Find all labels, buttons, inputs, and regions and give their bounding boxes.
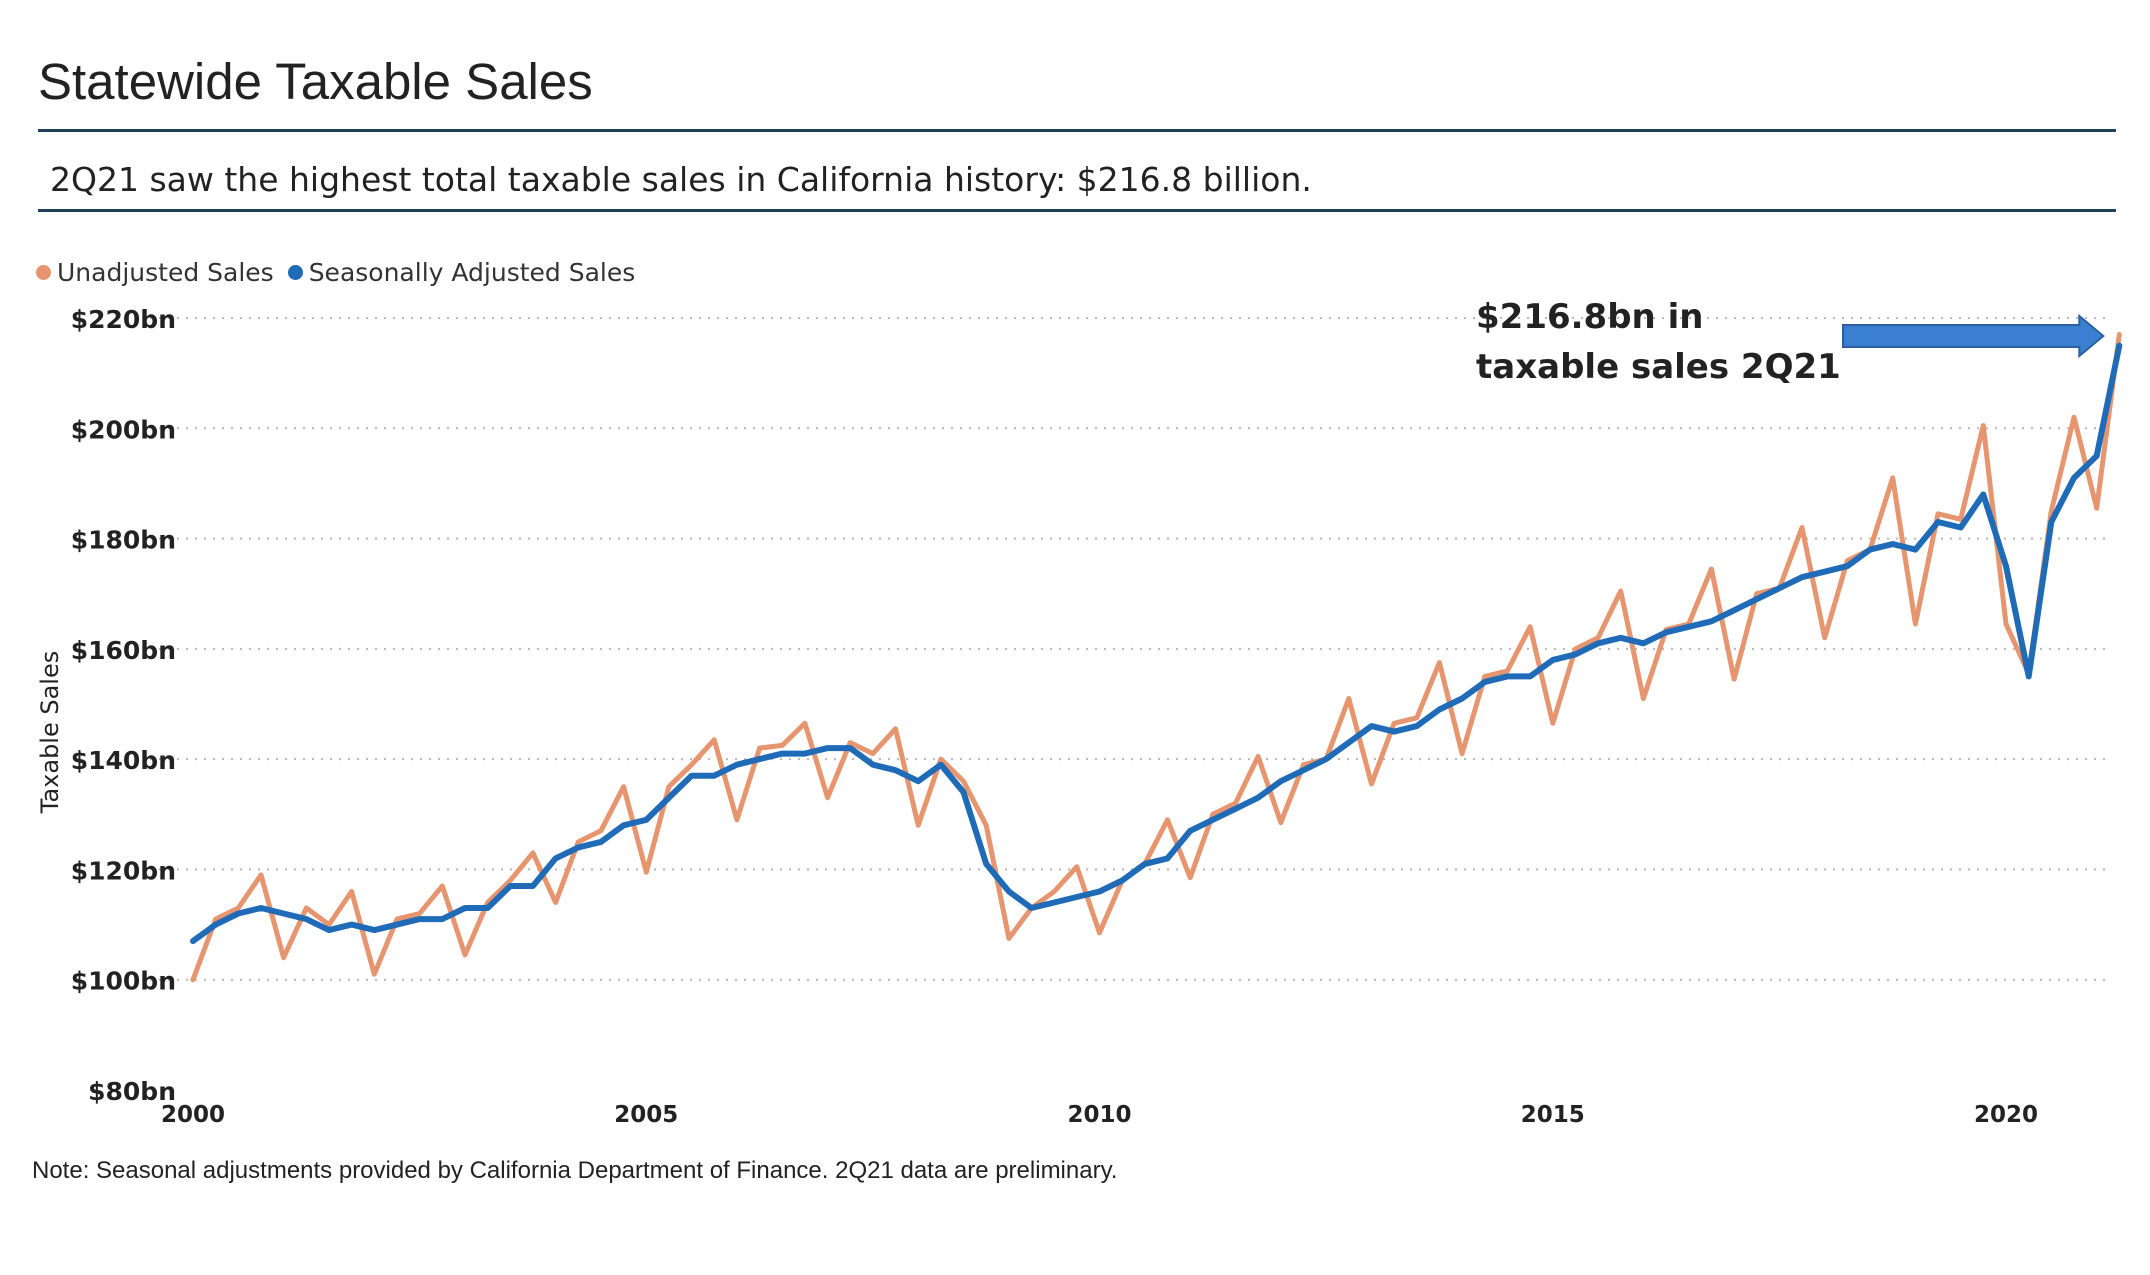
y-tick-label: $80bn bbox=[88, 1077, 176, 1106]
page-title: Statewide Taxable Sales bbox=[38, 53, 593, 110]
y-tick-label: $100bn bbox=[71, 967, 176, 996]
annotation-line-1: $216.8bn in bbox=[1476, 297, 1704, 337]
annotation-arrow bbox=[1842, 313, 2105, 359]
title-divider bbox=[38, 129, 2116, 132]
y-axis-title: Taxable Sales bbox=[36, 651, 64, 814]
peak-annotation: $216.8bn in taxable sales 2Q21 bbox=[1476, 292, 1841, 392]
chart-subtitle: 2Q21 saw the highest total taxable sales… bbox=[50, 160, 1312, 199]
legend-item-adjusted[interactable]: Seasonally Adjusted Sales bbox=[287, 258, 636, 287]
y-tick-label: $120bn bbox=[71, 856, 176, 885]
subtitle-divider bbox=[38, 209, 2116, 212]
annotation-line-2: taxable sales 2Q21 bbox=[1476, 347, 1841, 387]
y-tick-label: $200bn bbox=[71, 415, 176, 444]
x-tick-label: 2000 bbox=[161, 1102, 225, 1128]
x-tick-label: 2020 bbox=[1974, 1102, 2038, 1128]
x-tick-label: 2015 bbox=[1521, 1102, 1585, 1128]
legend-dot-unadjusted bbox=[36, 265, 51, 280]
legend-item-unadjusted[interactable]: Unadjusted Sales bbox=[36, 258, 274, 287]
footnote: Note: Seasonal adjustments provided by C… bbox=[32, 1157, 1118, 1184]
chart-legend: Unadjusted Sales Seasonally Adjusted Sal… bbox=[36, 258, 649, 287]
y-tick-label: $140bn bbox=[71, 746, 176, 775]
legend-label-unadjusted: Unadjusted Sales bbox=[57, 258, 274, 287]
series-line-unadjusted bbox=[190, 332, 2122, 983]
series-line-adjusted bbox=[190, 342, 2123, 945]
x-tick-label: 2005 bbox=[614, 1102, 678, 1128]
legend-label-adjusted: Seasonally Adjusted Sales bbox=[308, 258, 636, 287]
y-tick-label: $220bn bbox=[71, 305, 176, 334]
legend-dot-adjusted bbox=[287, 265, 303, 280]
y-tick-label: $160bn bbox=[71, 636, 176, 665]
x-tick-label: 2010 bbox=[1067, 1102, 1131, 1128]
y-tick-label: $180bn bbox=[71, 526, 176, 555]
